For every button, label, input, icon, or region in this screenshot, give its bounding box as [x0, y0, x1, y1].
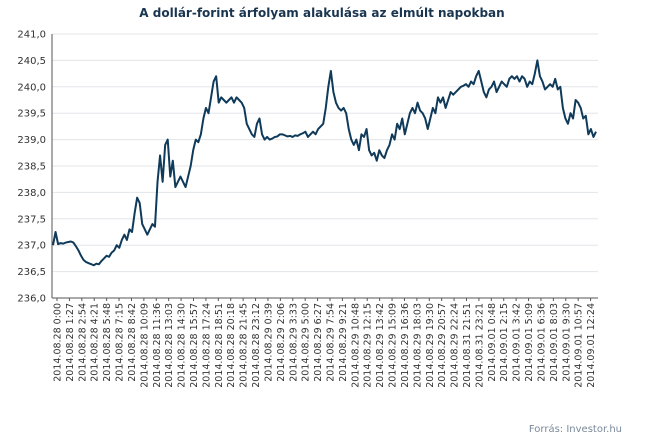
x-tick-label: 2014.09.01 8:03	[549, 303, 560, 382]
x-tick-label: 2014.08.29 22:24	[450, 303, 461, 388]
x-tick-label: 2014.09.01 2:15	[499, 303, 510, 382]
y-tick-label: 237,0	[17, 241, 46, 252]
x-axis: 2014.08.28 0:00 2014.08.28 1:27 2014.08.28…	[53, 298, 597, 388]
x-tick-label: 2014.08.28 10:09	[139, 303, 150, 388]
x-tick-label: 2014.08.28 13:03	[164, 303, 175, 388]
x-tick-label: 2014.08.29 12:15	[363, 303, 374, 388]
x-tick-label: 2014.08.28 8:42	[127, 303, 138, 382]
x-tick-label: 2014.08.29 0:39	[263, 303, 274, 382]
x-tick-label: 2014.08.28 17:24	[201, 303, 212, 388]
x-tick-label: 2014.09.01 9:30	[561, 303, 572, 382]
x-tick-label: 2014.08.28 21:45	[239, 303, 250, 388]
x-tick-label: 2014.08.28 18:51	[214, 303, 225, 388]
y-tick-label: 240,5	[17, 56, 46, 67]
x-tick-label: 2014.09.01 0:48	[487, 303, 498, 382]
y-tick-label: 241,0	[17, 30, 46, 41]
x-tick-label: 2014.08.29 5:00	[301, 303, 312, 382]
source-note: Forrás: Investor.hu	[529, 423, 622, 435]
x-tick-label: 2014.08.28 4:21	[90, 303, 101, 382]
chart-title: A dollár-forint árfolyam alakulása az el…	[139, 6, 504, 20]
y-tick-label: 236,5	[17, 267, 46, 278]
x-tick-label: 2014.08.28 2:54	[77, 303, 88, 382]
x-tick-label: 2014.09.01 12:24	[586, 303, 597, 388]
x-tick-label: 2014.08.29 18:03	[412, 303, 423, 388]
x-tick-label: 2014.08.28 23:12	[251, 303, 262, 388]
x-tick-label: 2014.08.28 15:57	[189, 303, 200, 388]
y-axis: 236,0 236,5 237,0 237,5 238,0 238,5 239,0 239,5…	[17, 30, 46, 305]
x-tick-label: 2014.08.29 15:09	[388, 303, 399, 388]
x-tick-label: 2014.08.28 1:27	[65, 303, 76, 382]
x-tick-label: 2014.09.01 10:57	[574, 303, 585, 388]
y-tick-label: 239,0	[17, 135, 46, 146]
y-tick-label: 236,0	[17, 294, 46, 305]
y-tick-label: 240,0	[17, 82, 46, 93]
y-tick-label: 239,5	[17, 109, 46, 120]
x-tick-label: 2014.08.28 14:30	[177, 303, 188, 388]
x-tick-label: 2014.08.29 19:30	[425, 303, 436, 388]
y-tick-label: 238,5	[17, 162, 46, 173]
y-tick-label: 238,0	[17, 188, 46, 199]
series-layer	[52, 59, 597, 267]
x-tick-label: 2014.08.28 20:18	[226, 303, 237, 388]
x-tick-label: 2014.08.29 7:54	[326, 303, 337, 382]
x-tick-label: 2014.08.29 20:57	[437, 303, 448, 388]
x-tick-label: 2014.09.01 6:36	[536, 303, 547, 382]
x-tick-label: 2014.08.31 23:21	[474, 303, 485, 388]
x-tick-label: 2014.08.29 2:06	[276, 303, 287, 382]
x-tick-label: 2014.09.01 3:42	[512, 303, 523, 382]
x-tick-label: 2014.08.29 3:33	[288, 303, 299, 382]
x-tick-label: 2014.08.28 7:15	[115, 303, 126, 382]
x-tick-label: 2014.09.01 5:09	[524, 303, 535, 382]
x-tick-label: 2014.08.29 10:48	[350, 303, 361, 388]
x-tick-label: 2014.08.28 11:36	[152, 303, 163, 388]
x-tick-label: 2014.08.28 5:48	[102, 303, 113, 382]
x-tick-label: 2014.08.29 9:21	[338, 303, 349, 382]
x-tick-label: 2014.08.29 16:36	[400, 303, 411, 388]
x-tick-label: 2014.08.29 13:42	[375, 303, 386, 388]
x-tick-label: 2014.08.31 21:51	[462, 303, 473, 388]
x-tick-label: 2014.08.29 6:27	[313, 303, 324, 382]
series-line	[52, 59, 597, 267]
y-tick-label: 237,5	[17, 214, 46, 225]
x-tick-label: 2014.08.28 0:00	[53, 303, 64, 382]
grid-lines	[52, 33, 598, 299]
